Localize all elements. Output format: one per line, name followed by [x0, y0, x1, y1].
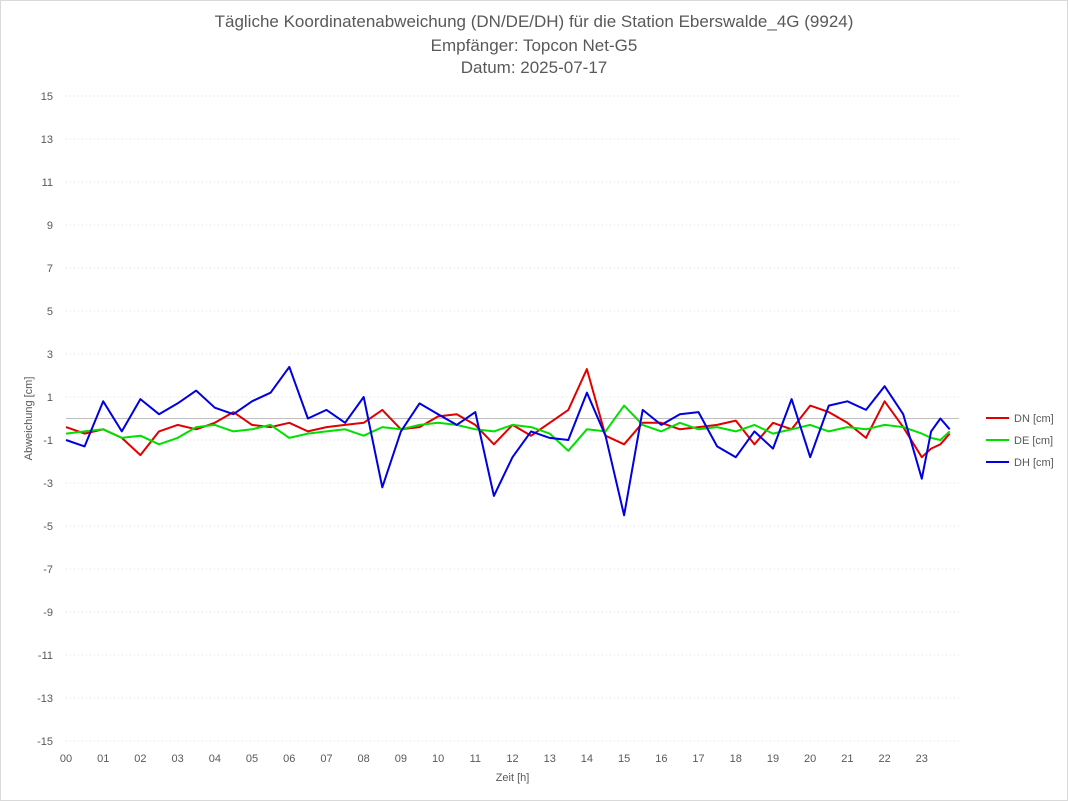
x-tick-label: 13: [544, 753, 556, 765]
series-line-de: [65, 404, 951, 452]
x-tick-labels: 00 01 02 03 04 05 06 07 08 09 10 11 12 13 14 15 16 17 18 19…: [60, 753, 928, 765]
y-tick-label: 7: [47, 263, 53, 275]
y-tick-label: -9: [43, 607, 53, 619]
y-tick-label: 11: [42, 177, 53, 189]
chart-subtitle-date: Datum: 2025-07-17: [460, 58, 608, 77]
series-line-dn: [65, 368, 951, 459]
legend-label: DN [cm]: [1014, 413, 1054, 425]
chart-subtitle-receiver: Empfänger: Topcon Net-G5: [430, 36, 638, 55]
x-tick-label: 19: [767, 753, 779, 765]
grid-lines: [66, 95, 959, 742]
x-tick-label: 16: [655, 753, 667, 765]
legend: DN [cm] DE [cm] DH [cm]: [986, 413, 1054, 469]
x-tick-label: 10: [432, 753, 444, 765]
y-tick-label: -5: [43, 521, 53, 533]
y-tick-label: 1: [47, 392, 53, 404]
y-tick-labels: 15 13 11 9 7 5 3 1 -1 -3 -5 -7 -9 -11 -13 -15: [37, 91, 53, 748]
chart-title: Tägliche Koordinatenabweichung (DN/DE/DH…: [214, 12, 854, 31]
series-line-dh: [65, 365, 951, 517]
y-tick-label: -11: [38, 650, 53, 662]
y-tick-label: -1: [43, 435, 53, 447]
x-tick-label: 23: [916, 753, 928, 765]
x-tick-label: 08: [358, 753, 370, 765]
x-tick-label: 07: [320, 753, 332, 765]
x-tick-label: 18: [730, 753, 742, 765]
x-tick-label: 17: [692, 753, 704, 765]
x-tick-label: 15: [618, 753, 630, 765]
y-tick-label: 15: [41, 91, 53, 103]
y-tick-label: -3: [43, 478, 53, 490]
x-tick-label: 04: [209, 753, 221, 765]
y-tick-label: 13: [41, 134, 53, 146]
x-tick-label: 02: [134, 753, 146, 765]
y-tick-label: 9: [47, 220, 53, 232]
x-tick-label: 12: [506, 753, 518, 765]
x-tick-label: 21: [841, 753, 853, 765]
legend-label: DE [cm]: [1014, 435, 1053, 447]
x-tick-label: 03: [172, 753, 184, 765]
y-tick-label: 3: [47, 349, 53, 361]
x-tick-label: 20: [804, 753, 816, 765]
y-tick-label: -13: [37, 693, 53, 705]
x-tick-label: 09: [395, 753, 407, 765]
series-lines: [65, 365, 951, 517]
x-tick-label: 11: [470, 753, 481, 765]
y-tick-label: -15: [37, 736, 53, 748]
y-tick-label: 5: [47, 306, 53, 318]
x-tick-label: 01: [97, 753, 109, 765]
x-tick-label: 05: [246, 753, 258, 765]
x-tick-label: 00: [60, 753, 72, 765]
x-tick-label: 06: [283, 753, 295, 765]
x-tick-label: 14: [581, 753, 593, 765]
legend-label: DH [cm]: [1014, 457, 1054, 469]
x-axis-title: Zeit [h]: [496, 772, 530, 784]
x-tick-label: 22: [878, 753, 890, 765]
y-tick-label: -7: [43, 564, 53, 576]
y-axis-title: Abweichung [cm]: [23, 377, 35, 461]
